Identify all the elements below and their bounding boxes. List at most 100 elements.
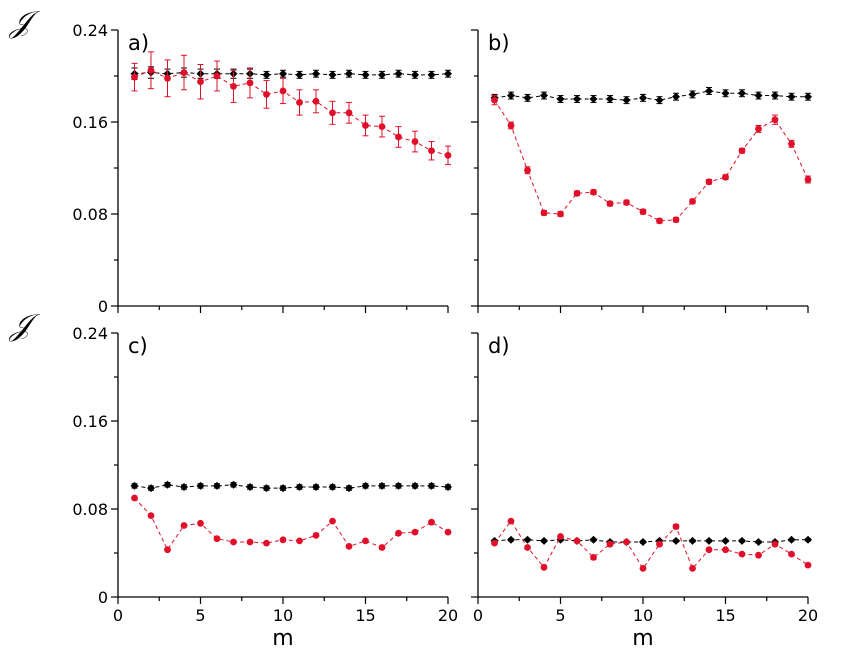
data-point-black bbox=[279, 484, 287, 493]
data-point-red bbox=[606, 200, 614, 208]
data-point-black bbox=[411, 70, 419, 79]
series-red bbox=[131, 494, 452, 554]
data-point-black bbox=[378, 70, 386, 79]
y-tick-label: 0 bbox=[98, 588, 108, 607]
data-point-red bbox=[411, 138, 419, 145]
data-point-red bbox=[788, 140, 795, 148]
data-point-red bbox=[180, 522, 188, 529]
x-tick-label: 5 bbox=[555, 606, 565, 625]
y-tick-label: 0 bbox=[98, 297, 108, 316]
data-point-red bbox=[755, 551, 762, 559]
data-point-red bbox=[540, 209, 548, 217]
series-line-red bbox=[494, 520, 809, 570]
data-point-red bbox=[263, 539, 270, 547]
data-point-red bbox=[444, 528, 452, 536]
x-tick-label: 10 bbox=[273, 606, 293, 625]
data-point-red bbox=[606, 540, 614, 548]
data-point-red bbox=[263, 91, 270, 98]
y-tick-label: 0.24 bbox=[72, 324, 108, 343]
data-point-black bbox=[738, 536, 746, 545]
data-point-black bbox=[721, 536, 730, 545]
data-point-black bbox=[163, 480, 172, 489]
data-point-red bbox=[590, 554, 597, 561]
data-point-red bbox=[164, 74, 171, 82]
data-point-red bbox=[147, 512, 155, 519]
y-tick-label: 0.24 bbox=[72, 21, 108, 40]
y-axis-label: 𝒥 bbox=[8, 308, 41, 343]
x-tick-label: 20 bbox=[798, 606, 818, 625]
data-point-red bbox=[804, 561, 812, 569]
data-point-red bbox=[395, 529, 402, 537]
data-point-red bbox=[524, 544, 531, 551]
data-point-red bbox=[147, 66, 155, 74]
data-point-black bbox=[361, 481, 370, 490]
data-point-red bbox=[804, 176, 812, 183]
data-point-black bbox=[345, 484, 353, 493]
data-point-red bbox=[491, 96, 498, 104]
x-tick-label: 0 bbox=[473, 606, 483, 625]
panel-4: 0 5 10 15 20 d) m bbox=[471, 332, 818, 651]
data-point-red bbox=[345, 543, 353, 550]
data-point-red bbox=[329, 517, 336, 525]
data-point-black bbox=[540, 91, 548, 100]
data-point-red bbox=[197, 78, 204, 86]
data-point-red bbox=[507, 517, 515, 525]
data-point-black bbox=[345, 69, 353, 78]
panel-label: c) bbox=[128, 334, 148, 358]
panel-label: a) bbox=[128, 31, 149, 55]
data-point-red bbox=[705, 178, 713, 186]
data-point-red bbox=[491, 539, 498, 547]
data-point-red bbox=[722, 546, 729, 554]
data-point-red bbox=[689, 197, 696, 205]
data-point-red bbox=[213, 535, 221, 543]
data-point-red bbox=[345, 109, 353, 117]
data-point-black bbox=[622, 96, 631, 105]
data-point-black bbox=[444, 69, 452, 78]
data-point-red bbox=[689, 565, 696, 572]
data-point-red bbox=[639, 565, 647, 572]
data-point-black bbox=[804, 92, 812, 101]
y-tick-label: 0.16 bbox=[72, 412, 108, 431]
series-black bbox=[130, 480, 452, 493]
data-point-black bbox=[361, 70, 370, 79]
panel-label: d) bbox=[488, 334, 510, 358]
series-line-red bbox=[494, 99, 809, 222]
data-point-red bbox=[705, 546, 713, 554]
data-point-red bbox=[771, 116, 779, 124]
series-black bbox=[490, 535, 812, 546]
data-point-red bbox=[557, 210, 564, 218]
data-point-black bbox=[688, 536, 697, 545]
data-point-red bbox=[131, 494, 138, 502]
x-axis-label: m bbox=[272, 626, 293, 651]
data-point-red bbox=[672, 523, 680, 530]
data-point-black bbox=[589, 535, 598, 544]
data-point-black bbox=[295, 70, 304, 79]
x-tick-label: 20 bbox=[438, 606, 458, 625]
data-point-red bbox=[230, 82, 237, 90]
data-point-black bbox=[196, 481, 205, 490]
data-point-red bbox=[296, 99, 303, 106]
series-line-red bbox=[134, 69, 449, 156]
data-point-black bbox=[180, 483, 188, 491]
data-point-black bbox=[394, 69, 403, 78]
y-tick-label: 0.08 bbox=[72, 205, 108, 224]
data-point-red bbox=[590, 188, 597, 196]
data-point-red bbox=[788, 550, 795, 558]
data-point-red bbox=[656, 540, 663, 548]
data-point-black bbox=[246, 483, 254, 491]
data-point-black bbox=[378, 481, 386, 490]
panel-1: 0 0.08 0.16 0.24 a) 𝒥 bbox=[8, 5, 452, 316]
data-point-red bbox=[623, 538, 630, 546]
data-point-red bbox=[230, 538, 237, 546]
data-point-red bbox=[378, 544, 386, 551]
data-point-black bbox=[771, 91, 779, 100]
data-point-red bbox=[573, 537, 581, 545]
data-point-red bbox=[771, 540, 779, 548]
data-point-black bbox=[328, 483, 337, 491]
data-point-black bbox=[754, 538, 763, 546]
data-point-black bbox=[229, 480, 238, 489]
data-point-black bbox=[411, 481, 419, 490]
data-point-black bbox=[556, 95, 565, 103]
data-point-black bbox=[262, 484, 271, 493]
data-point-black bbox=[672, 92, 680, 101]
